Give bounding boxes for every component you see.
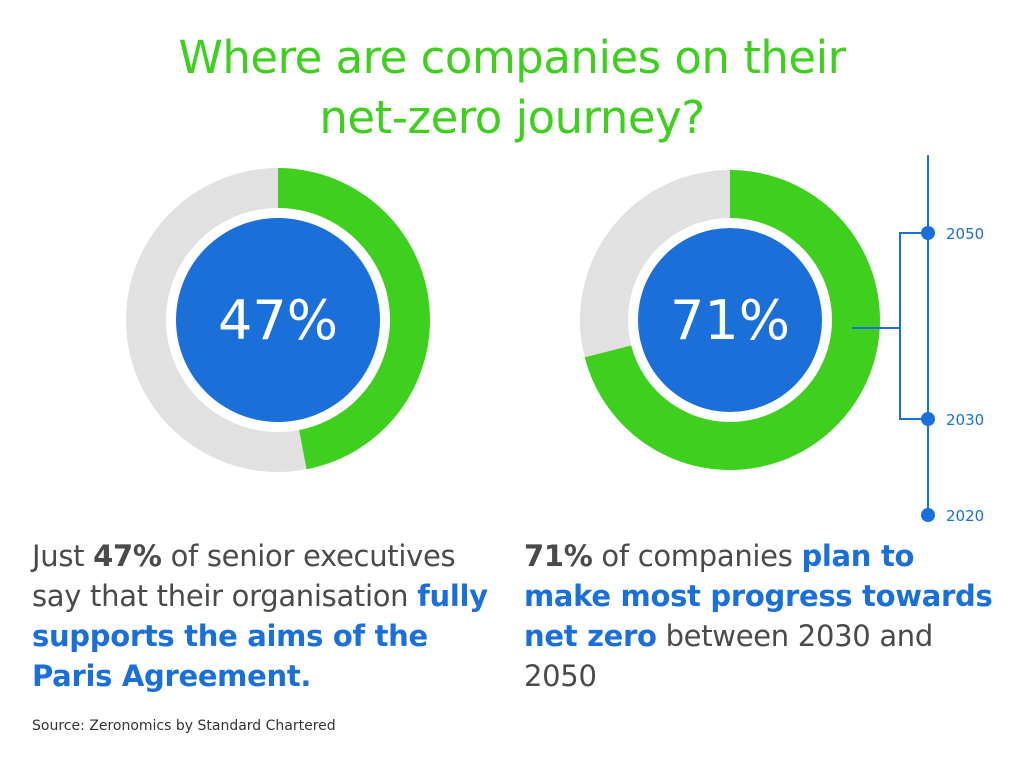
caption-left-stat: 47% (93, 539, 162, 573)
donut-1-center (176, 218, 380, 422)
caption-right-highlight: plan to make most progress towards net z… (524, 539, 993, 653)
title-line-1: Where are companies on their (178, 31, 846, 84)
timeline-dot-2020 (921, 508, 935, 522)
timeline-bracket (852, 232, 928, 420)
caption-left-highlight: fully supports the aims of the Paris Agr… (32, 579, 488, 693)
source-note: Source: Zeronomics by Standard Chartered (32, 718, 336, 734)
caption-right-part-2: of companies (592, 539, 802, 573)
page-title: Where are companies on their net-zero jo… (0, 28, 1024, 148)
title-line-2: net-zero journey? (319, 91, 705, 144)
caption-right: 71% of companies plan to make most progr… (524, 536, 994, 696)
timeline-label-2050: 2050 (946, 225, 984, 243)
caption-left: Just 47% of senior executives say that t… (32, 536, 488, 696)
timeline-dot-2030 (921, 412, 935, 426)
timeline (852, 155, 929, 515)
donut-2-center (638, 228, 822, 412)
timeline-label-2030: 2030 (946, 411, 984, 429)
caption-right-part-4: between 2030 and 2050 (524, 619, 933, 693)
timeline-label-2020: 2020 (946, 507, 984, 525)
donut-chart-1: 47% (126, 168, 431, 472)
caption-left-part-3: of senior executives say that their orga… (32, 539, 456, 613)
caption-left-part-1: Just (32, 539, 94, 573)
timeline-dot-2050 (921, 226, 935, 240)
donut-chart-2: 71% (580, 170, 880, 470)
timeline-markers (921, 226, 935, 522)
donut-1-center-label: 47% (218, 289, 338, 352)
caption-right-stat: 71% (524, 539, 593, 573)
donut-2-center-label: 71% (670, 289, 790, 352)
